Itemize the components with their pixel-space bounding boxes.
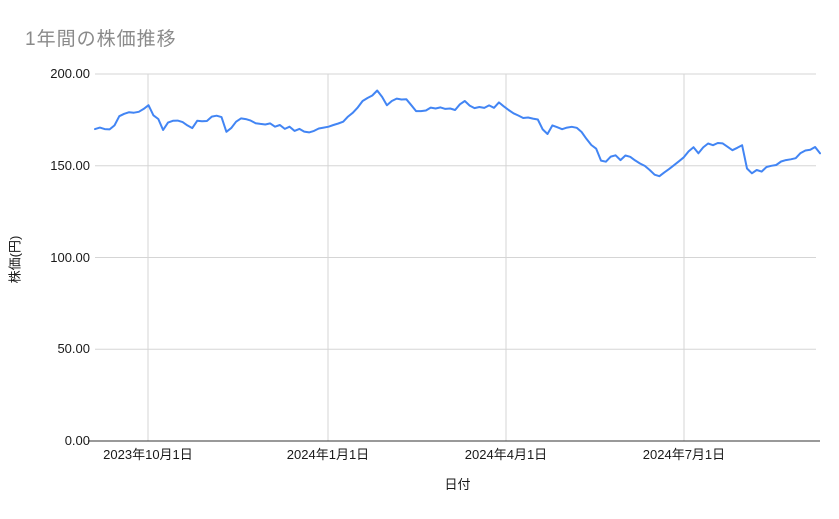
x-axis-title: 日付 bbox=[444, 477, 471, 492]
y-tick-label: 100.00 bbox=[50, 249, 90, 265]
y-tick-label: 200.00 bbox=[50, 66, 90, 81]
chart-title: 1年間の株価推移 bbox=[25, 29, 177, 50]
y-tick-label: 150.00 bbox=[50, 157, 90, 173]
x-tick-label: 2024年4月1日 bbox=[464, 447, 548, 462]
y-axis-title: 株価(円) bbox=[7, 235, 23, 284]
y-tick-label: 50.00 bbox=[57, 341, 90, 357]
x-tick-label: 2024年7月1日 bbox=[642, 447, 726, 462]
x-tick-label: 2023年10月1日 bbox=[103, 447, 193, 462]
price-line-series bbox=[94, 89, 821, 178]
y-tick-label: 0.00 bbox=[64, 433, 90, 448]
x-tick-label: 2024年1月1日 bbox=[286, 447, 370, 462]
